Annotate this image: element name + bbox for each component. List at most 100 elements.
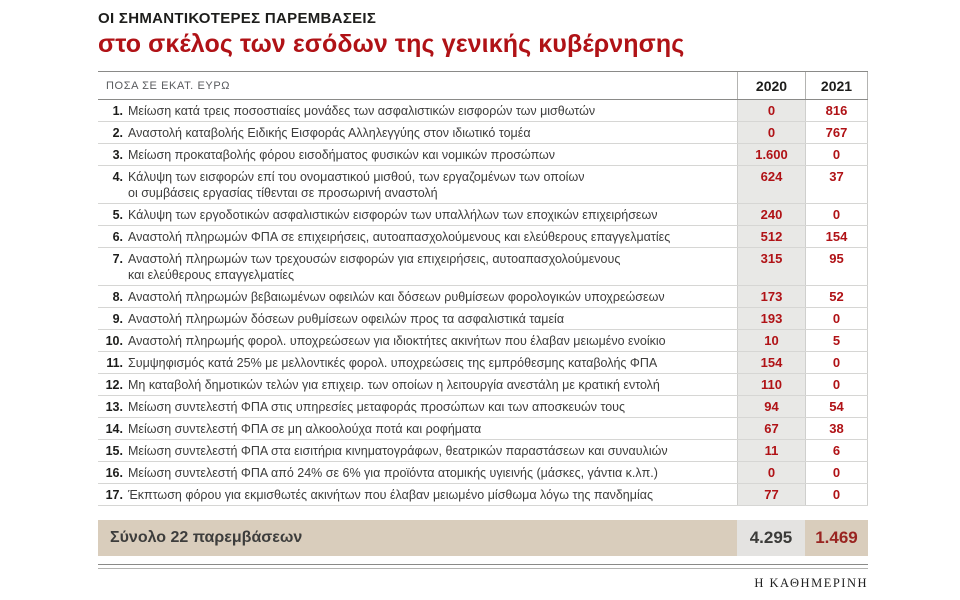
- row-number: 10.: [105, 334, 123, 348]
- row-value-2020: 240: [737, 204, 805, 225]
- row-number: 13.: [105, 400, 123, 414]
- table-row: 6. Αναστολή πληρωμών ΦΠΑ σε επιχειρήσεις…: [98, 226, 868, 248]
- row-number: 16.: [105, 466, 123, 480]
- row-value-2021: 0: [805, 462, 868, 483]
- col-header-2020: 2020: [737, 72, 805, 99]
- table-row: 17. Έκπτωση φόρου για εκμισθωτές ακινήτω…: [98, 484, 868, 506]
- row-value-2021: 5: [805, 330, 868, 351]
- row-value-2020: 10: [737, 330, 805, 351]
- row-label: Αναστολή πληρωμών των τρεχουσών εισφορών…: [128, 252, 621, 282]
- totals-value-2020: 4.295: [737, 520, 805, 556]
- totals-value-2021: 1.469: [815, 528, 858, 547]
- row-label: Κάλυψη των εργοδοτικών ασφαλιστικών εισφ…: [128, 208, 658, 222]
- row-label: Μείωση συντελεστή ΦΠΑ στις υπηρεσίες μετ…: [128, 400, 626, 414]
- unit-label: ΠΟΣΑ ΣΕ ΕΚΑΤ. ΕΥΡΩ: [106, 80, 231, 92]
- table-row: 8. Αναστολή πληρωμών βεβαιωμένων οφειλών…: [98, 286, 868, 308]
- row-value-2020: 77: [737, 484, 805, 505]
- bottom-rule-secondary: [98, 568, 868, 569]
- row-value-2021: 95: [805, 248, 868, 285]
- row-value-2020: 0: [737, 100, 805, 121]
- row-value-2020: 0: [737, 122, 805, 143]
- row-value-2021: 52: [805, 286, 868, 307]
- row-value-2021: 0: [805, 204, 868, 225]
- row-value-2021: 0: [805, 374, 868, 395]
- row-value-2021: 54: [805, 396, 868, 417]
- row-value-2021: 38: [805, 418, 868, 439]
- row-number: 14.: [105, 422, 123, 436]
- row-value-2020: 154: [737, 352, 805, 373]
- table-header: ΠΟΣΑ ΣΕ ΕΚΑΤ. ΕΥΡΩ 2020 2021: [98, 71, 868, 100]
- row-label: Έκπτωση φόρου για εκμισθωτές ακινήτων πο…: [128, 488, 653, 502]
- row-number: 12.: [105, 378, 123, 392]
- row-value-2021: 154: [805, 226, 868, 247]
- table-row: 12. Μη καταβολή δημοτικών τελών για επιχ…: [98, 374, 868, 396]
- row-label: Μη καταβολή δημοτικών τελών για επιχειρ.…: [128, 378, 660, 392]
- row-number: 1.: [112, 104, 123, 118]
- row-value-2021: 816: [805, 100, 868, 121]
- table-row: 10. Αναστολή πληρωμής φορολ. υποχρεώσεων…: [98, 330, 868, 352]
- row-number: 17.: [105, 488, 123, 502]
- table-body: 1. Μείωση κατά τρεις ποσοστιαίες μονάδες…: [98, 100, 868, 506]
- row-label: Αναστολή πληρωμών ΦΠΑ σε επιχειρήσεις, α…: [128, 230, 671, 244]
- row-number: 2.: [112, 126, 123, 140]
- brand-logotype: Η ΚΑΘΗΜΕΡΙΝΗ: [754, 576, 868, 590]
- table-row: 2. Αναστολή καταβολής Ειδικής Εισφοράς Α…: [98, 122, 868, 144]
- row-value-2020: 624: [737, 166, 805, 203]
- row-label: Μείωση συντελεστή ΦΠΑ από 24% σε 6% για …: [128, 466, 658, 480]
- row-number: 6.: [112, 230, 123, 244]
- row-value-2021: 0: [805, 352, 868, 373]
- row-label: Αναστολή πληρωμής φορολ. υποχρεώσεων για…: [128, 334, 666, 348]
- row-value-2021: 0: [805, 308, 868, 329]
- col-header-2021: 2021: [805, 72, 868, 99]
- row-label: Αναστολή πληρωμών βεβαιωμένων οφειλών κα…: [128, 290, 665, 304]
- header-kicker: ΟΙ ΣΗΜΑΝΤΙΚΟΤΕΡΕΣ ΠΑΡΕΜΒΑΣΕΙΣ: [98, 10, 377, 27]
- row-label: Μείωση συντελεστή ΦΠΑ στα εισιτήρια κινη…: [128, 444, 668, 458]
- totals-label: Σύνολο 22 παρεμβάσεων: [110, 529, 303, 546]
- table-row: 14. Μείωση συντελεστή ΦΠΑ σε μη αλκοολού…: [98, 418, 868, 440]
- row-label: Μείωση κατά τρεις ποσοστιαίες μονάδες τω…: [128, 104, 596, 118]
- row-label: Κάλυψη των εισφορών επί του ονομαστικού …: [128, 170, 585, 200]
- page-title: στο σκέλος των εσόδων της γενικής κυβέρν…: [98, 30, 685, 58]
- row-label: Μείωση προκαταβολής φόρου εισοδήματος φυ…: [128, 148, 556, 162]
- row-value-2021: 767: [805, 122, 868, 143]
- row-value-2020: 0: [737, 462, 805, 483]
- row-value-2021: 0: [805, 484, 868, 505]
- row-label: Αναστολή πληρωμών δόσεων ρυθμίσεων οφειλ…: [128, 312, 565, 326]
- table-row: 1. Μείωση κατά τρεις ποσοστιαίες μονάδες…: [98, 100, 868, 122]
- row-value-2020: 94: [737, 396, 805, 417]
- row-value-2020: 315: [737, 248, 805, 285]
- row-value-2020: 193: [737, 308, 805, 329]
- row-label: Συμψηφισμός κατά 25% με μελλοντικές φορο…: [128, 356, 658, 370]
- table-row: 7. Αναστολή πληρωμών των τρεχουσών εισφο…: [98, 248, 868, 286]
- row-value-2021: 0: [805, 144, 868, 165]
- row-value-2020: 1.600: [737, 144, 805, 165]
- bottom-rule: [98, 564, 868, 565]
- table-row: 11. Συμψηφισμός κατά 25% με μελλοντικές …: [98, 352, 868, 374]
- table-row: 4. Κάλυψη των εισφορών επί του ονομαστικ…: [98, 166, 868, 204]
- row-number: 3.: [112, 148, 123, 162]
- row-value-2020: 11: [737, 440, 805, 461]
- table-row: 3. Μείωση προκαταβολής φόρου εισοδήματος…: [98, 144, 868, 166]
- row-number: 8.: [112, 290, 123, 304]
- row-value-2020: 512: [737, 226, 805, 247]
- row-value-2020: 173: [737, 286, 805, 307]
- table-row: 13. Μείωση συντελεστή ΦΠΑ στις υπηρεσίες…: [98, 396, 868, 418]
- row-number: 15.: [105, 444, 123, 458]
- row-number: 5.: [112, 208, 123, 222]
- row-label: Αναστολή καταβολής Ειδικής Εισφοράς Αλλη…: [128, 126, 531, 140]
- infographic-wrap: ΟΙ ΣΗΜΑΝΤΙΚΟΤΕΡΕΣ ΠΑΡΕΜΒΑΣΕΙΣ στο σκέλος…: [98, 10, 868, 591]
- row-number: 11.: [106, 356, 123, 370]
- row-value-2020: 110: [737, 374, 805, 395]
- row-value-2020: 67: [737, 418, 805, 439]
- row-number: 9.: [112, 312, 123, 326]
- row-number: 7.: [112, 252, 123, 266]
- table-row: 16. Μείωση συντελεστή ΦΠΑ από 24% σε 6% …: [98, 462, 868, 484]
- table-row: 9. Αναστολή πληρωμών δόσεων ρυθμίσεων οφ…: [98, 308, 868, 330]
- row-number: 4.: [112, 170, 123, 184]
- totals-row: Σύνολο 22 παρεμβάσεων 4.295 1.469: [98, 520, 868, 556]
- table-row: 5. Κάλυψη των εργοδοτικών ασφαλιστικών ε…: [98, 204, 868, 226]
- row-label: Μείωση συντελεστή ΦΠΑ σε μη αλκοολούχα π…: [128, 422, 482, 436]
- row-value-2021: 37: [805, 166, 868, 203]
- row-value-2021: 6: [805, 440, 868, 461]
